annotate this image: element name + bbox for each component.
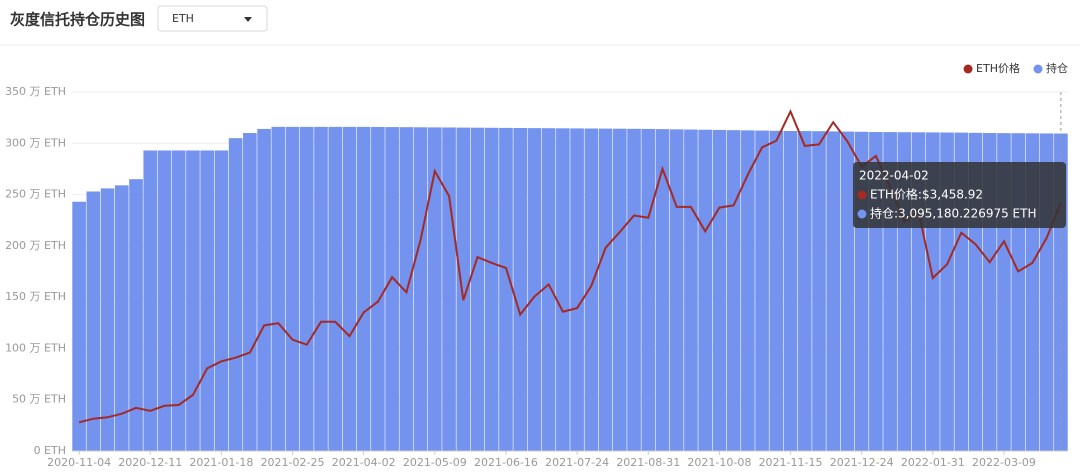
bar xyxy=(513,128,528,452)
bar xyxy=(726,130,741,452)
bar xyxy=(214,150,229,452)
bar xyxy=(342,126,357,452)
bar xyxy=(257,128,271,451)
bar xyxy=(527,128,542,451)
bar xyxy=(470,127,485,451)
x-tick-label: 2021-11-15 xyxy=(759,456,823,469)
y-tick-label: 0 ETH xyxy=(34,444,66,457)
legend-swatch xyxy=(963,64,973,74)
x-tick-label: 2021-01-18 xyxy=(189,456,253,469)
bar xyxy=(812,131,826,451)
y-tick-label: 100 万 ETH xyxy=(5,341,66,354)
bar xyxy=(755,130,769,451)
bar xyxy=(171,150,186,452)
bar xyxy=(72,201,86,451)
bar xyxy=(669,129,684,451)
dropdown-value[interactable]: ETH xyxy=(172,12,194,25)
bar xyxy=(86,191,101,451)
bar xyxy=(612,128,627,451)
bar xyxy=(840,131,855,451)
bar xyxy=(484,127,499,452)
bar xyxy=(570,128,584,452)
bar xyxy=(826,131,841,451)
bar xyxy=(385,127,399,451)
bar xyxy=(314,126,328,452)
bar xyxy=(598,128,613,452)
y-tick-label: 300 万 ETH xyxy=(5,136,66,149)
y-tick-label: 150 万 ETH xyxy=(5,290,66,303)
bar xyxy=(456,127,471,451)
bar xyxy=(371,126,385,451)
bar xyxy=(200,150,214,452)
x-tick-label: 2020-12-11 xyxy=(118,456,182,469)
bar xyxy=(328,126,343,452)
dropdown[interactable] xyxy=(157,5,268,32)
y-tick-label: 50 万 ETH xyxy=(12,393,66,406)
bar xyxy=(499,127,513,452)
bar xyxy=(271,126,286,452)
bar xyxy=(228,138,243,451)
bar xyxy=(413,127,428,451)
y-tick-label: 200 万 ETH xyxy=(5,239,66,252)
bar xyxy=(100,188,115,451)
tooltip-line: ETH价格:$3,458.92 xyxy=(870,187,983,202)
tooltip-swatch xyxy=(857,209,867,219)
x-tick-label: 2021-05-09 xyxy=(403,456,467,469)
tooltip-date: 2022-04-02 xyxy=(859,169,929,183)
legend-label: 持仓 xyxy=(1046,61,1068,75)
tooltip-line: 持仓:3,095,180.226975 ETH xyxy=(870,206,1037,221)
tooltip-box xyxy=(853,162,1066,228)
bar xyxy=(556,128,570,451)
bar xyxy=(114,185,129,451)
dropdown-arrow[interactable] xyxy=(244,17,252,22)
x-tick-label: 2022-01-31 xyxy=(901,456,965,469)
page-title: 灰度信托持仓历史图 xyxy=(10,11,145,29)
x-tick-label: 2021-07-24 xyxy=(545,456,609,469)
bar xyxy=(442,127,456,451)
bar xyxy=(285,126,300,452)
tooltip-swatch xyxy=(857,190,867,200)
bar xyxy=(641,128,656,451)
bar xyxy=(428,127,442,451)
bar xyxy=(655,129,670,451)
x-tick-label: 2021-06-16 xyxy=(474,456,538,469)
bar xyxy=(356,126,371,452)
x-tick-label: 2021-02-25 xyxy=(261,456,325,469)
bar xyxy=(243,133,257,451)
x-tick-label: 2021-12-24 xyxy=(830,456,894,469)
legend-swatch xyxy=(1033,64,1043,74)
y-tick-label: 350 万 ETH xyxy=(5,85,66,98)
bar xyxy=(157,150,172,452)
legend-label: ETH价格 xyxy=(976,61,1020,75)
bar xyxy=(783,130,798,451)
bar xyxy=(797,131,812,451)
bar xyxy=(541,128,556,452)
bar xyxy=(769,130,784,451)
bar xyxy=(129,179,143,451)
bar xyxy=(143,150,158,452)
x-tick-label: 2021-10-08 xyxy=(687,456,751,469)
bar xyxy=(712,129,727,452)
x-tick-label: 2021-08-31 xyxy=(616,456,680,469)
y-tick-label: 250 万 ETH xyxy=(5,188,66,201)
bar xyxy=(741,130,755,452)
x-tick-label: 2021-04-02 xyxy=(332,456,396,469)
bar xyxy=(627,128,641,452)
bar xyxy=(684,129,698,451)
x-tick-label: 2022-03-09 xyxy=(972,456,1036,469)
bar xyxy=(584,128,599,451)
x-tick-label: 2020-11-04 xyxy=(47,456,111,469)
bar xyxy=(186,150,200,452)
bar xyxy=(698,129,712,452)
bar xyxy=(299,126,314,452)
